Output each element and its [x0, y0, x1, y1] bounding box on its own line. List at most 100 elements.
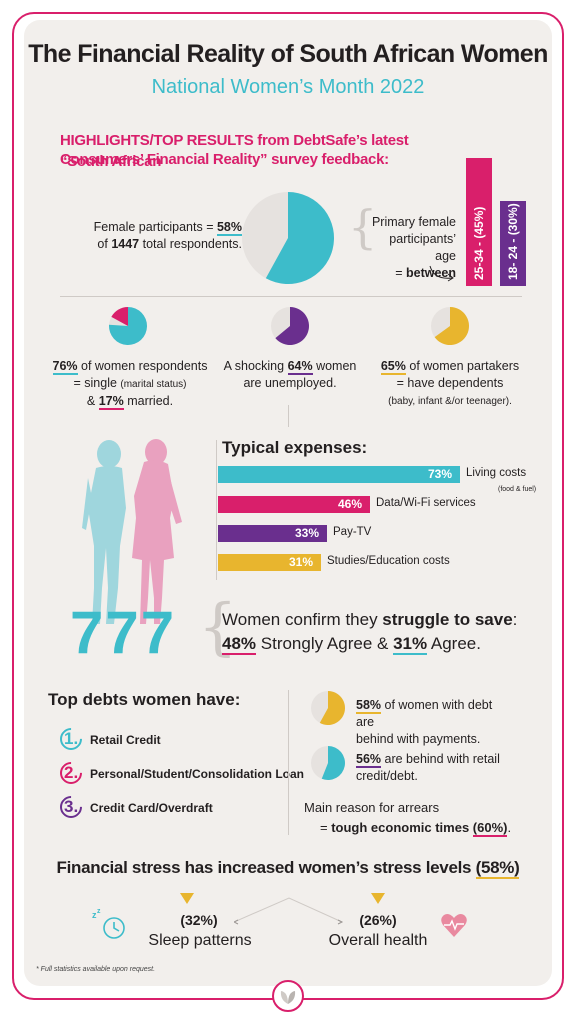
unemployed-text-2: women: [312, 359, 357, 373]
expense-label: Studies/Education costs: [327, 555, 450, 567]
arrears-1-text-1: of women with debt are: [356, 698, 493, 729]
expenses-title: Typical expenses:: [222, 438, 368, 457]
arrears-reason-dot: .: [507, 820, 512, 835]
heart-pulse-icon: [441, 914, 467, 937]
stress-title: Financial stress has increased women’s s…: [0, 858, 576, 879]
health-pct: (26%): [359, 912, 397, 928]
arrears-1-pct: 58%: [356, 698, 382, 714]
arrears-1-text-2: behind with payments.: [356, 732, 481, 746]
age-bar-25-34: 25-34 - (45%): [466, 158, 492, 286]
age-between: between: [405, 266, 456, 280]
savings-number: 777: [70, 599, 177, 666]
health-label: Overall health: [328, 932, 428, 949]
debt-number: 3.: [64, 797, 79, 816]
pie-slice-unemployed: [275, 307, 310, 345]
dependents-text-3: (baby, infant &/or teenager).: [388, 396, 512, 407]
age-eq: =: [395, 266, 406, 280]
pie-slice-dependents: [434, 307, 469, 345]
participants-count: 1447: [111, 237, 140, 251]
svg-text:z: z: [97, 908, 101, 915]
stress-title-pct: (58%): [475, 858, 520, 879]
participants-text: Female participants = 58% of 1447 total …: [84, 219, 242, 253]
pie-slice-married: [111, 307, 128, 326]
single-text-4: married.: [123, 394, 174, 408]
arrears-reason-text: tough economic times: [331, 820, 473, 835]
debt-number: 1.: [64, 729, 79, 748]
dependents-text-1: of women partakers: [405, 359, 520, 373]
dependents-pie-chart: [431, 307, 469, 345]
sleep-clock-icon: z z: [92, 908, 125, 939]
dependents-stat: 65% of women partakers = have dependents…: [370, 358, 530, 410]
debt-number: 2.: [64, 763, 79, 782]
single-stat: 76% of women respondents = single (marit…: [52, 358, 208, 410]
dependents-pct: 65%: [380, 359, 406, 375]
participants-pie-chart: [242, 192, 335, 284]
pie-slice-arrears-2: [321, 746, 345, 780]
savings-line-2a: Strongly Agree &: [256, 634, 394, 653]
arrears-reason-1: Main reason for arrears: [304, 800, 440, 815]
participants-post: total respondents.: [139, 237, 242, 251]
age-line-2: participants’ age: [389, 232, 456, 263]
savings-line-2b: Agree.: [427, 634, 481, 653]
expense-sublabel: (food & fuel): [498, 486, 537, 493]
pie-slice-single: [109, 307, 148, 345]
footnote: * Full statistics available upon request…: [36, 966, 156, 973]
page-subtitle: National Women’s Month 2022: [151, 76, 425, 98]
age-bar-18-24: 18- 24 - (30%): [500, 201, 526, 286]
highlights-line-1: HIGHLIGHTS/TOP RESULTS from DebtSafe’s l…: [60, 132, 409, 170]
expense-label: Living costs: [466, 467, 527, 479]
expense-bar: 73%: [218, 466, 460, 483]
debt-label: Credit Card/Overdraft: [90, 801, 213, 815]
single-text-2: = single: [73, 376, 121, 390]
participants-of: of: [97, 237, 112, 251]
sleep-pct: (32%): [180, 912, 218, 928]
arrears-pie-1: [311, 691, 345, 725]
agree-pct: 31%: [393, 634, 428, 655]
arrears-reason-eq: =: [320, 820, 332, 835]
savings-line-1a: Women confirm they: [222, 610, 383, 629]
brace-icon: {: [348, 200, 378, 254]
arrears-reason-pct: (60%): [472, 820, 508, 837]
woman-silhouette-teal: [82, 440, 126, 624]
logo-circle: [272, 980, 304, 1012]
arrears-stat-1: 58% of women with debt are behind with p…: [356, 697, 506, 748]
participants-pct: 58%: [216, 220, 242, 236]
arrears-2-pct: 56%: [356, 752, 382, 768]
single-text-1: of women respondents: [77, 359, 208, 373]
sleep-label: Sleep patterns: [148, 932, 252, 949]
age-bar-18-24-label: 18- 24 - (30%): [506, 203, 520, 280]
single-pct: 76%: [52, 359, 78, 375]
age-bar-25-34-label: 25-34 - (45%): [472, 206, 486, 280]
divider-vertical-1: [288, 405, 289, 427]
debt-label: Personal/Student/Consolidation Loan: [90, 767, 305, 781]
expense-label: Pay-TV: [333, 526, 372, 538]
debt-label: Retail Credit: [90, 733, 161, 747]
pie-slice-arrears-1: [319, 691, 345, 725]
dependents-text-2: = have dependents: [396, 376, 504, 390]
unemployed-text-3: are unemployed.: [243, 376, 337, 390]
divider-vertical-3: [288, 690, 289, 835]
age-text: Primary female participants’ age = betwe…: [368, 214, 456, 282]
strongly-agree-pct: 48%: [222, 634, 257, 655]
arrears-2-text-2: credit/debt.: [356, 769, 418, 783]
unemployed-pie-chart: [271, 307, 310, 345]
brace-icon-2: {: [198, 590, 238, 663]
divider-1: [60, 296, 522, 297]
curved-arrow-icon: [429, 265, 454, 282]
arrears-2-text-1: are behind with retail: [381, 752, 500, 766]
participants-pre: Female participants =: [93, 220, 217, 234]
woman-silhouette-pink: [132, 439, 182, 624]
arrears-stat-2: 56% are behind with retail credit/debt.: [356, 751, 506, 785]
savings-line-1c: :: [512, 610, 518, 629]
arrears-reason-2: = tough economic times (60%).: [320, 820, 512, 837]
single-pie-chart: [109, 307, 148, 345]
svg-text:z: z: [92, 910, 97, 920]
leaf-logo-icon: [280, 991, 296, 1004]
expense-bar: 46%: [218, 496, 370, 513]
savings-text: Women confirm they struggle to save: 48%…: [222, 608, 517, 656]
triangle-down-icon-2: [371, 893, 385, 904]
page-title: The Financial Reality of South African W…: [28, 40, 548, 68]
expense-label: Data/Wi-Fi services: [376, 497, 476, 509]
debts-title: Top debts women have:: [48, 690, 241, 709]
single-text-3: &: [86, 394, 99, 408]
